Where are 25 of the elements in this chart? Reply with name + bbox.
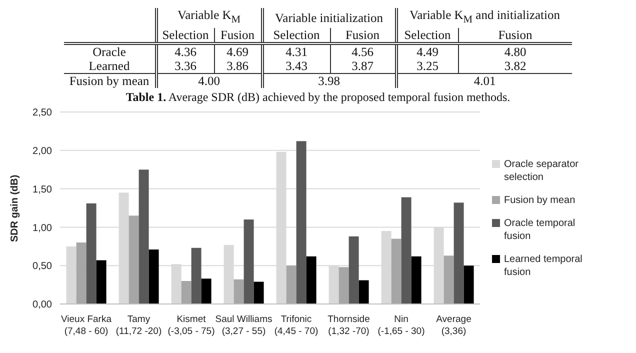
legend-label: Oracle temporal fusion: [504, 217, 576, 243]
x-tick-label: Trifonic (4,45 - 70): [274, 314, 318, 336]
x-tick-label: Kismet (-3,05 - 75): [168, 314, 215, 336]
legend-label: Learned temporal fusion: [504, 253, 584, 279]
caption: Table 1. Average SDR (dB) achieved by the proposed temporal fusion methods.: [124, 90, 512, 104]
x-tick-label: Thornside (1,32 -70): [328, 314, 370, 336]
text: Selection Fusion Selection Fusion Selection Fusion: [162, 28, 532, 42]
text: Learned 3.36 3.86 3.43 3.87 3.25 3.82: [88, 58, 526, 72]
x-tick-label: Nin (-1,65 - 30): [378, 314, 425, 336]
text: Variable K$_{M}$ Variable initialization Variable K$_{M}$ and initialization: [177, 8, 560, 26]
y-tick-label: 1,00: [32, 222, 52, 234]
y-tick-label: 2,50: [32, 107, 52, 118]
y-tick-label: 0,00: [32, 299, 52, 310]
x-tick-label: Vieux Farka (7,48 - 60): [60, 314, 112, 336]
legend-label: Oracle separator selection: [504, 158, 580, 184]
x-tick-label: Tamy (11,72 -20): [116, 314, 162, 336]
y-tick-label: 1,50: [32, 184, 52, 195]
x-tick-label: Average (3,36): [436, 314, 472, 336]
x-tick-label: Saul Williams (3,27 - 55): [215, 314, 272, 336]
text: Fusion by mean 4.00 3.98 4.01: [69, 74, 496, 88]
y-tick-label: 0,50: [32, 260, 52, 272]
y-tick-label: 2,00: [32, 145, 52, 156]
legend-label: Fusion by mean: [504, 194, 576, 207]
y-axis-title: SDR gain (dB): [10, 174, 21, 242]
text: Oracle 4.36 4.69 4.31 4.56 4.49 4.80: [92, 44, 526, 58]
